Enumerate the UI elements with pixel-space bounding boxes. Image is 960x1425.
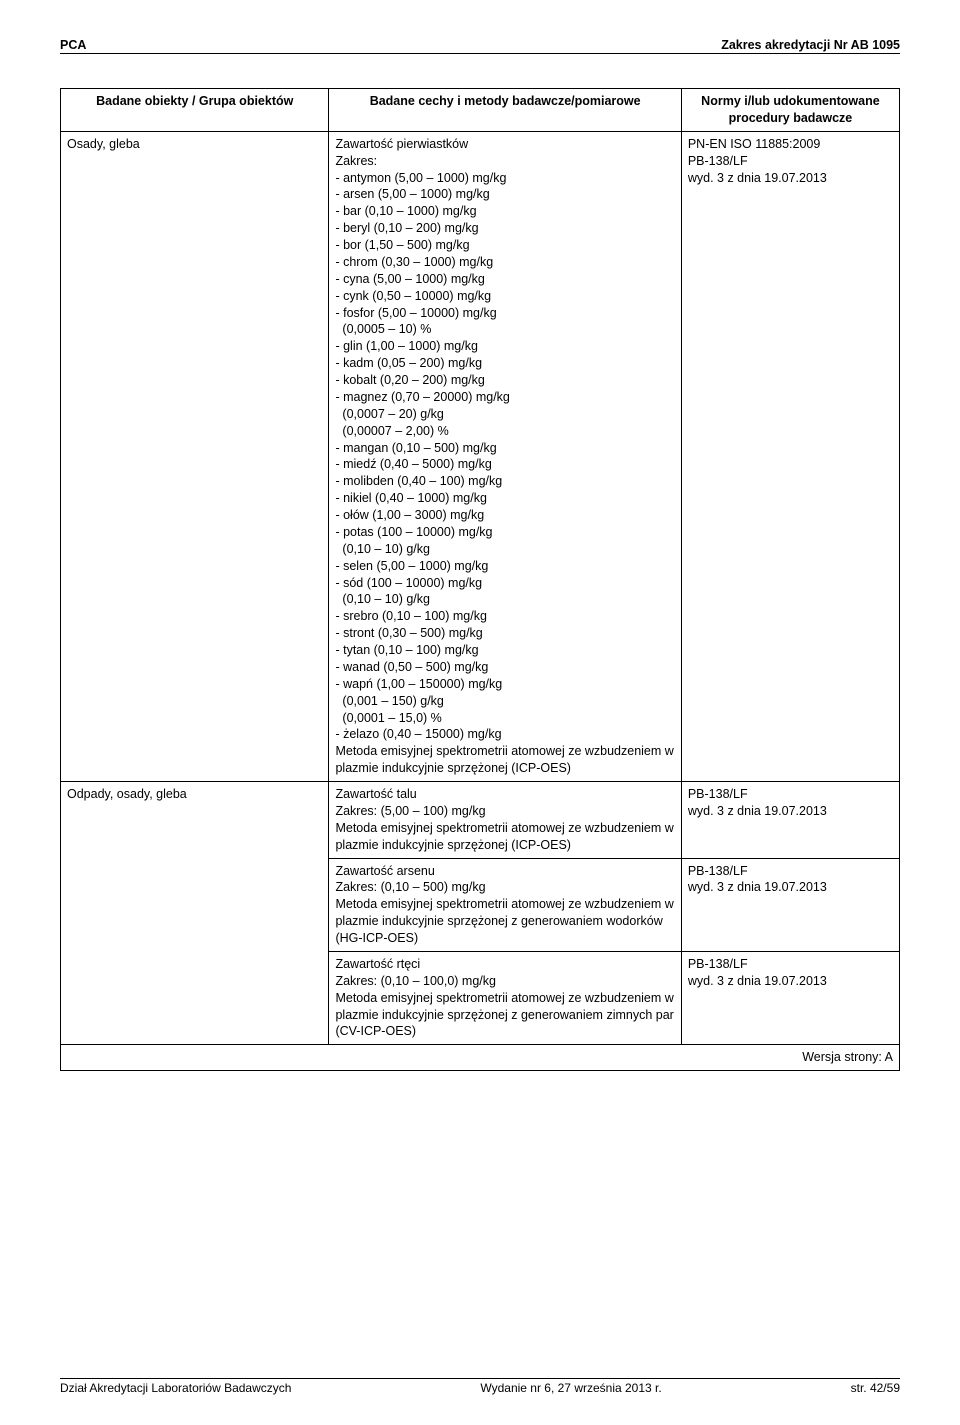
method-line: Zawartość arsenu [335,863,674,880]
method-line: - miedź (0,40 – 5000) mg/kg [335,456,674,473]
table-row: Osady, gleba Zawartość pierwiastków Zakr… [61,131,900,781]
method-line: Zakres: (5,00 – 100) mg/kg [335,803,674,820]
method-line: (0,001 – 150) g/kg [335,693,674,710]
norm-line: PB-138/LF [688,956,893,973]
method-line: Zakres: (0,10 – 500) mg/kg [335,879,674,896]
norm-line: wyd. 3 z dnia 19.07.2013 [688,170,893,187]
method-line: Zakres: (0,10 – 100,0) mg/kg [335,973,674,990]
norm-line: PB-138/LF [688,863,893,880]
method-line: - bor (1,50 – 500) mg/kg [335,237,674,254]
footer-right: str. 42/59 [851,1381,900,1395]
method-line: - tytan (0,10 – 100) mg/kg [335,642,674,659]
cell-norm: PN-EN ISO 11885:2009 PB-138/LF wyd. 3 z … [681,131,899,781]
cell-method: Zawartość talu Zakres: (5,00 – 100) mg/k… [329,782,681,859]
method-line: - bar (0,10 – 1000) mg/kg [335,203,674,220]
cell-norm: PB-138/LF wyd. 3 z dnia 19.07.2013 [681,951,899,1044]
method-line: - ołów (1,00 – 3000) mg/kg [335,507,674,524]
method-line: - chrom (0,30 – 1000) mg/kg [335,254,674,271]
norm-line: wyd. 3 z dnia 19.07.2013 [688,973,893,990]
method-line: (0,10 – 10) g/kg [335,541,674,558]
method-line: - beryl (0,10 – 200) mg/kg [335,220,674,237]
method-line: - fosfor (5,00 – 10000) mg/kg [335,305,674,322]
cell-method: Zawartość rtęci Zakres: (0,10 – 100,0) m… [329,951,681,1044]
page-header: PCA Zakres akredytacji Nr AB 1095 [60,38,900,54]
method-line: (0,0005 – 10) % [335,321,674,338]
footer-left: Dział Akredytacji Laboratoriów Badawczyc… [60,1381,291,1395]
method-line: - molibden (0,40 – 100) mg/kg [335,473,674,490]
method-line: - wanad (0,50 – 500) mg/kg [335,659,674,676]
method-line: - cyna (5,00 – 1000) mg/kg [335,271,674,288]
th-norms: Normy i/lub udokumentowane procedury bad… [681,89,899,132]
method-line: - potas (100 – 10000) mg/kg [335,524,674,541]
method-line: Metoda emisyjnej spektrometrii atomowej … [335,743,674,777]
method-line: Metoda emisyjnej spektrometrii atomowej … [335,820,674,854]
norm-line: PB-138/LF [688,153,893,170]
method-line: - srebro (0,10 – 100) mg/kg [335,608,674,625]
th-objects: Badane obiekty / Grupa obiektów [61,89,329,132]
method-sub: Zakres: [335,153,674,170]
accreditation-table: Badane obiekty / Grupa obiektów Badane c… [60,88,900,1071]
method-line: - mangan (0,10 – 500) mg/kg [335,440,674,457]
page-footer: Dział Akredytacji Laboratoriów Badawczyc… [60,1378,900,1395]
th-methods: Badane cechy i metody badawcze/pomiarowe [329,89,681,132]
version-label: Wersja strony: A [61,1045,900,1071]
cell-norm: PB-138/LF wyd. 3 z dnia 19.07.2013 [681,858,899,951]
cell-norm: PB-138/LF wyd. 3 z dnia 19.07.2013 [681,782,899,859]
cell-object: Osady, gleba [61,131,329,781]
method-line: - antymon (5,00 – 1000) mg/kg [335,170,674,187]
footer-center: Wydanie nr 6, 27 września 2013 r. [480,1381,661,1395]
method-line: (0,00007 – 2,00) % [335,423,674,440]
method-line: - kobalt (0,20 – 200) mg/kg [335,372,674,389]
method-line: - stront (0,30 – 500) mg/kg [335,625,674,642]
method-line: - wapń (1,00 – 150000) mg/kg [335,676,674,693]
method-line: Metoda emisyjnej spektrometrii atomowej … [335,896,674,947]
method-line: - kadm (0,05 – 200) mg/kg [335,355,674,372]
cell-object: Odpady, osady, gleba [61,782,329,1045]
method-line: (0,0001 – 15,0) % [335,710,674,727]
version-row: Wersja strony: A [61,1045,900,1071]
cell-method: Zawartość pierwiastków Zakres: - antymon… [329,131,681,781]
norm-line: wyd. 3 z dnia 19.07.2013 [688,803,893,820]
header-right: Zakres akredytacji Nr AB 1095 [721,38,900,52]
method-line: Metoda emisyjnej spektrometrii atomowej … [335,990,674,1041]
norm-line: PB-138/LF [688,786,893,803]
method-line: Zawartość talu [335,786,674,803]
norm-line: PN-EN ISO 11885:2009 [688,136,893,153]
method-line: - arsen (5,00 – 1000) mg/kg [335,186,674,203]
method-line: (0,0007 – 20) g/kg [335,406,674,423]
header-left: PCA [60,38,86,52]
method-line: - żelazo (0,40 – 15000) mg/kg [335,726,674,743]
cell-method: Zawartość arsenu Zakres: (0,10 – 500) mg… [329,858,681,951]
table-row: Odpady, osady, gleba Zawartość talu Zakr… [61,782,900,859]
method-line: - magnez (0,70 – 20000) mg/kg [335,389,674,406]
method-line: Zawartość rtęci [335,956,674,973]
method-line: - glin (1,00 – 1000) mg/kg [335,338,674,355]
norm-line: wyd. 3 z dnia 19.07.2013 [688,879,893,896]
method-line: - cynk (0,50 – 10000) mg/kg [335,288,674,305]
method-line: - sód (100 – 10000) mg/kg [335,575,674,592]
method-title: Zawartość pierwiastków [335,136,674,153]
method-line: - selen (5,00 – 1000) mg/kg [335,558,674,575]
method-line: (0,10 – 10) g/kg [335,591,674,608]
method-line: - nikiel (0,40 – 1000) mg/kg [335,490,674,507]
